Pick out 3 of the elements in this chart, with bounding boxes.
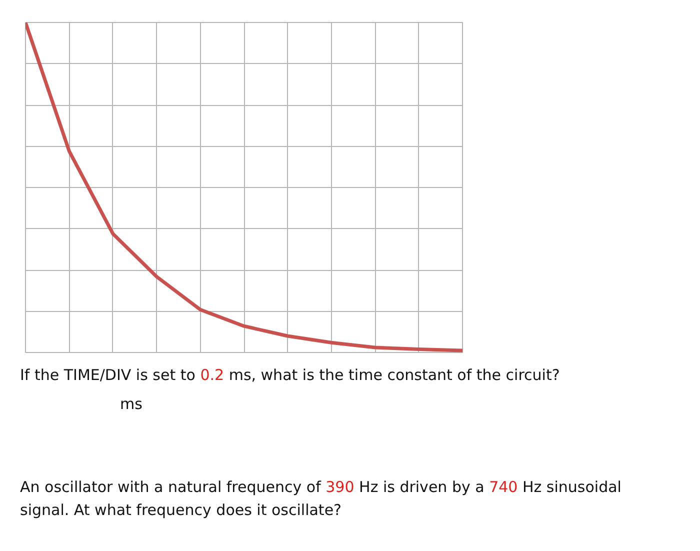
- text: If the TIME/DIV is set to 0.2 ms, what is the time constant of the circuit?: [20, 365, 561, 386]
- text: ms: [120, 394, 144, 416]
- text: An oscillator with a natural frequency of 390 Hz is driven by a 740 Hz sinusoidal signal. At what frequency does it oscillate?: [20, 478, 622, 520]
